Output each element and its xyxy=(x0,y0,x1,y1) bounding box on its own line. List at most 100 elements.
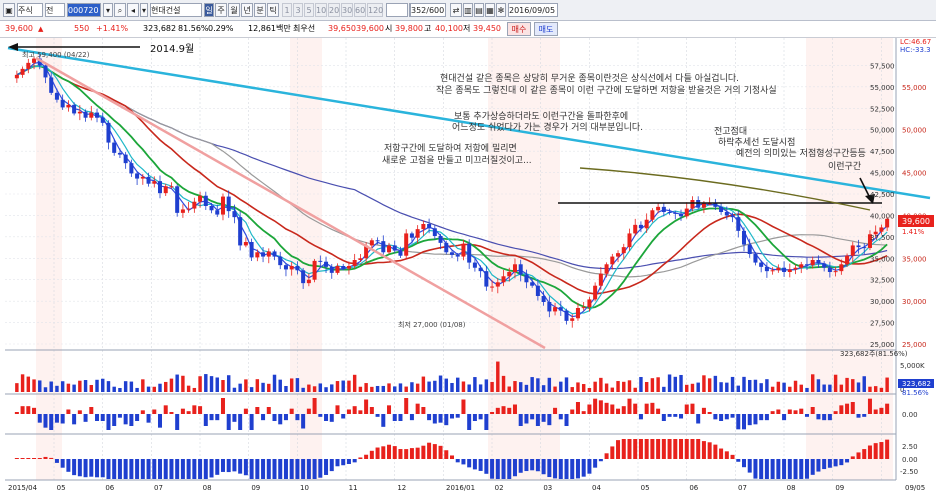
code-dropdown-icon[interactable]: ▾ xyxy=(103,3,113,17)
volume-bar xyxy=(524,384,529,392)
bar-chart-icon[interactable]: ▥ xyxy=(463,3,473,17)
candle-body xyxy=(135,173,140,179)
candle-body xyxy=(192,201,197,209)
price-axis-right-label: 25,000 xyxy=(902,341,927,349)
note4-line3: 예전의 의미있는 저점형성구간등등 xyxy=(736,147,866,159)
indicator2-bar xyxy=(43,456,48,459)
minute-5-button[interactable]: 5 xyxy=(304,3,314,17)
indicator1-bar xyxy=(558,414,563,420)
minute-120-button[interactable]: 120 xyxy=(367,3,383,17)
candle-body xyxy=(301,270,306,284)
indicator1-bar xyxy=(157,414,163,428)
data-count-field[interactable]: 352/600 xyxy=(410,3,446,17)
minute-3-button[interactable]: 3 xyxy=(293,3,303,17)
minute-10-button[interactable]: 10 xyxy=(315,3,327,17)
candle-body xyxy=(816,260,821,264)
sell-button[interactable]: 매도 xyxy=(534,22,558,36)
x-axis-label: 12 xyxy=(397,484,406,492)
candle-body xyxy=(329,266,334,273)
indicator2-bar xyxy=(776,459,781,479)
search-icon[interactable]: ⌕ xyxy=(114,3,126,17)
candle-body xyxy=(278,256,283,266)
buy-button[interactable]: 매수 xyxy=(507,22,531,36)
volume-bar xyxy=(507,386,511,392)
indicator2-axis-bottom: -2.50 xyxy=(900,468,918,476)
period-year-button[interactable]: 년 xyxy=(241,3,253,17)
volume-bar xyxy=(255,379,260,392)
indicator2-bar xyxy=(346,459,351,464)
volume-bar xyxy=(375,385,380,392)
settings-icon[interactable]: ✻ xyxy=(496,3,506,17)
indicator1-bar xyxy=(684,404,689,414)
indicator1-bar xyxy=(226,414,231,430)
indicator2-bar xyxy=(564,459,569,479)
candle-body xyxy=(387,245,392,253)
candle-body xyxy=(306,279,311,284)
volume-bar xyxy=(352,374,357,392)
indicator2-bar xyxy=(553,459,558,479)
volume-bar xyxy=(725,382,729,392)
minute-1-button[interactable]: 1 xyxy=(282,3,292,17)
candle-body xyxy=(472,262,477,268)
volume-bar xyxy=(473,377,477,392)
indicator1-bar xyxy=(862,414,867,417)
indicator1-bar xyxy=(753,414,758,425)
volume-bar xyxy=(862,376,866,392)
indicator1-bar xyxy=(747,414,752,426)
period-tick-button[interactable]: 틱 xyxy=(267,3,279,17)
lock-icon[interactable]: ▤ xyxy=(474,3,484,17)
volume-bar xyxy=(570,387,574,392)
period-day-button[interactable]: 일 xyxy=(204,3,214,17)
candle-body xyxy=(684,208,689,217)
indicator1-bar xyxy=(472,414,477,421)
volume-bar xyxy=(438,375,443,392)
volume-bar xyxy=(627,380,632,392)
open-label: 시 xyxy=(385,24,393,33)
indicator2-bar xyxy=(381,446,386,459)
volume-bar xyxy=(146,386,151,392)
indicator1-bar xyxy=(724,414,729,420)
candle-body xyxy=(507,272,512,277)
indicator2-bar xyxy=(77,459,82,477)
menu-icon[interactable]: ▣ xyxy=(3,3,15,17)
date-input[interactable]: 2016/09/05 xyxy=(508,3,558,17)
indicator1-bar xyxy=(32,407,37,414)
hc-label: HC:-33.3 xyxy=(900,46,931,54)
volume-bar xyxy=(581,384,586,392)
minute-30-button[interactable]: 30 xyxy=(341,3,353,17)
save-icon[interactable]: ▦ xyxy=(485,3,495,17)
speaker-icon[interactable]: ◂ xyxy=(127,3,139,17)
x-axis-label: 05 xyxy=(641,484,650,492)
candle-body xyxy=(627,233,632,248)
candle-body xyxy=(707,203,712,205)
candle-body xyxy=(867,234,872,248)
moving-average-line xyxy=(16,65,888,310)
lc-label: LC:46.67 xyxy=(900,38,931,46)
candle-body xyxy=(152,181,157,184)
minute-custom-input[interactable] xyxy=(386,3,408,17)
price-change: 550 xyxy=(74,24,90,33)
volume-bar xyxy=(707,378,712,392)
indicator2-bar xyxy=(278,459,283,479)
period-week-button[interactable]: 주 xyxy=(215,3,227,17)
indicator2-bar xyxy=(581,459,586,477)
minute-60-button[interactable]: 60 xyxy=(354,3,366,17)
minute-20-button[interactable]: 20 xyxy=(328,3,340,17)
stock-name-field[interactable]: 현대건설 xyxy=(150,3,202,17)
market-scope-select[interactable]: 전 xyxy=(45,3,65,17)
candle-body xyxy=(54,92,59,100)
low-marker-label: 최저 27,000 (01/08) xyxy=(398,320,466,329)
swap-icon[interactable]: ⇄ xyxy=(450,3,462,17)
chevron-down-icon[interactable]: ▾ xyxy=(140,3,148,17)
zone-arrow xyxy=(859,177,871,199)
volume-bar xyxy=(15,383,19,392)
indicator1-bar xyxy=(850,402,855,414)
x-axis-label: 06 xyxy=(689,484,698,492)
period-minute-button[interactable]: 분 xyxy=(254,3,266,17)
candle-body xyxy=(312,260,317,280)
period-month-button[interactable]: 월 xyxy=(228,3,240,17)
stock-code-input[interactable]: 000720 xyxy=(67,3,101,17)
market-type-select[interactable]: 주식 xyxy=(17,3,43,17)
indicator1-bar xyxy=(209,414,214,421)
price-axis-label: 52,500 xyxy=(870,105,895,113)
